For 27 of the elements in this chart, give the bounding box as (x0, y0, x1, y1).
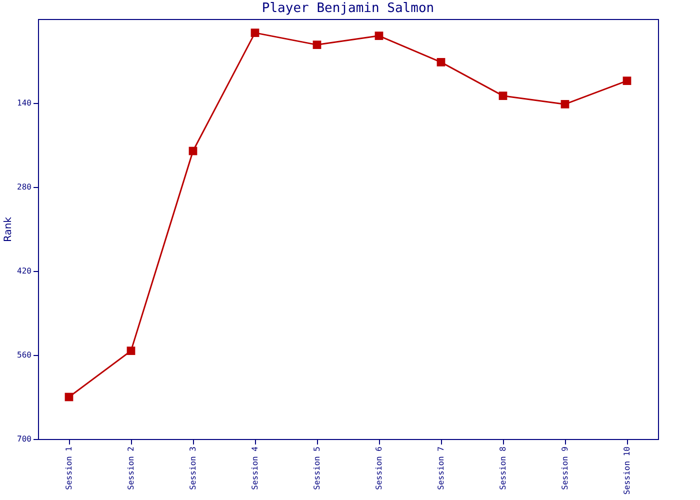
chart-title: Player Benjamin Salmon (262, 1, 434, 16)
y-tick-label: 280 (17, 182, 32, 192)
y-tick-label: 700 (17, 434, 32, 444)
point (436, 58, 446, 66)
point (374, 32, 384, 40)
x-tick-label: Session 6 (374, 446, 384, 490)
x-tick-label: Session 4 (250, 446, 260, 490)
y-tick-label: 140 (17, 98, 32, 108)
x-tick-label: Session 9 (560, 446, 570, 490)
x-tick-label: Session 5 (312, 446, 322, 490)
x-tick-label: Session 10 (622, 446, 632, 495)
x-tick-label: Session 7 (436, 446, 446, 490)
point (188, 146, 198, 156)
y-axis-title: Rank (3, 216, 14, 242)
y-tick-label: 420 (17, 266, 32, 276)
point (64, 392, 74, 402)
x-tick-label: Session 3 (188, 446, 198, 490)
x-tick-label: Session 8 (498, 446, 508, 490)
point (498, 92, 508, 100)
point (622, 76, 632, 85)
x-tick-label: Session 2 (126, 446, 136, 490)
point (312, 40, 322, 49)
point (250, 28, 260, 37)
x-tick-label: Session 1 (64, 446, 74, 490)
point (560, 100, 570, 108)
point (126, 346, 136, 355)
y-tick-label: 560 (17, 350, 32, 360)
